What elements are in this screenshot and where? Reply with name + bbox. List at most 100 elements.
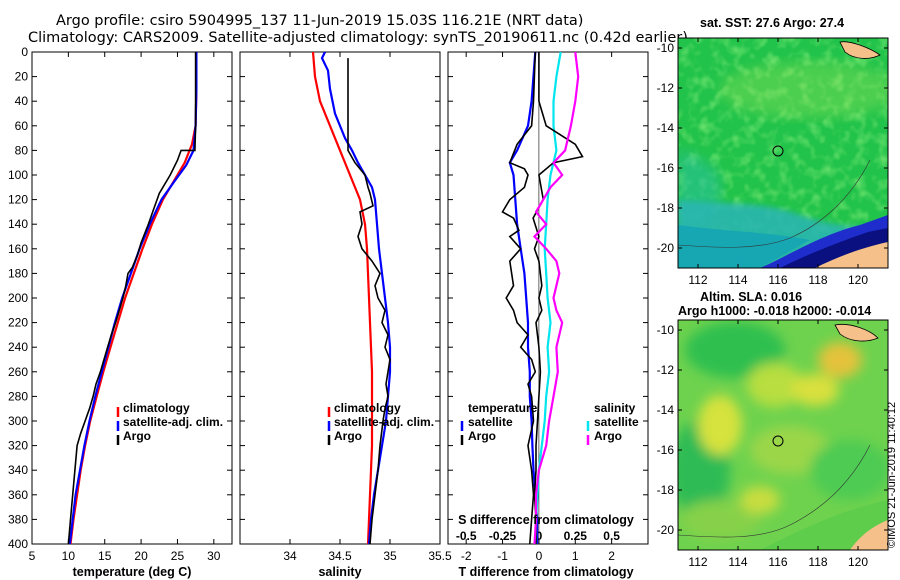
x-tick-label: -2 — [461, 549, 472, 563]
y-tick-label: 40 — [15, 94, 29, 108]
legend-argo: Argo — [123, 429, 151, 443]
map-y-tick-label: -14 — [657, 403, 675, 417]
map-x-tick-label: 112 — [688, 273, 707, 287]
x-tick-label: 2 — [608, 549, 615, 563]
map-y-tick-label: -16 — [657, 161, 675, 175]
difference-panel: -2 -1 0 1 2-0.5 -0.25 0 0.25 0.5 T difference fr… — [447, 51, 649, 579]
y-tick-label: 160 — [8, 242, 28, 256]
s-diff-tick-label: -0.5 — [456, 529, 477, 543]
map-y-tick-label: -14 — [657, 121, 675, 135]
map-x-tick-label: 120 — [848, 555, 868, 569]
s-diff-tick-label: -0.25 — [489, 529, 517, 543]
credit-stamp: ©IMOS 21-Jun-2019 11:40:12 — [886, 402, 898, 548]
y-tick-label: 80 — [15, 143, 29, 157]
x-tick-label: 15 — [98, 549, 112, 563]
map-x-tick-label: 112 — [688, 555, 707, 569]
s-diff-xlabel: S difference from climatology — [458, 513, 634, 527]
y-tick-label: 320 — [8, 439, 28, 453]
title-line-2: Climatology: CARS2009. Satellite-adjuste… — [28, 30, 688, 46]
sst-map: sat. SST: 27.6 Argo: 27.4 112 114 116 118 12… — [657, 16, 889, 287]
legend-argo-2: Argo — [334, 429, 362, 443]
y-tick-label: 380 — [8, 512, 28, 526]
x-tick-label: 20 — [134, 549, 148, 563]
temperature-legend: climatology satellite-adj. clim. Argo — [116, 401, 223, 445]
y-tick-label: 180 — [8, 266, 28, 280]
y-tick-label: 260 — [8, 365, 28, 379]
series-salinity-climatology — [532, 51, 580, 545]
salinity-legend: climatology satellite-adj. clim. Argo — [327, 401, 434, 445]
y-tick-label: 280 — [8, 389, 28, 403]
s-diff-tick-label: 0.5 — [603, 529, 620, 543]
y-tick-label: 140 — [8, 217, 28, 231]
legend-t-argo: Argo — [468, 429, 496, 443]
series-argo — [67, 52, 197, 545]
x-tick-label: 1 — [572, 549, 579, 563]
series-temperature-argo — [501, 51, 537, 545]
map-y-tick-label: -20 — [657, 523, 675, 537]
salinity-xlabel: salinity — [318, 565, 361, 579]
map-y-tick-label: -10 — [657, 41, 675, 55]
series-temperature-satellite — [508, 51, 539, 544]
salinity-diff-legend: salinity satellite Argo — [586, 401, 639, 445]
y-tick-label: 120 — [8, 193, 28, 207]
sla-map-title-2: Argo h1000: -0.018 h2000: -0.014 — [678, 304, 871, 318]
map-x-tick-label: 120 — [848, 273, 868, 287]
sst-map-title: sat. SST: 27.6 Argo: 27.4 — [700, 16, 844, 30]
x-tick-label: 5 — [29, 549, 36, 563]
map-x-tick-label: 116 — [768, 555, 787, 569]
series-salinity-argo — [532, 52, 584, 544]
x-tick-label: 35 — [383, 549, 397, 563]
series-argo — [347, 58, 391, 545]
map-y-tick-label: -12 — [657, 81, 675, 95]
y-tick-label: 400 — [8, 537, 28, 551]
t-diff-xlabel: T difference from climatology — [458, 565, 633, 579]
y-tick-label: 60 — [15, 119, 29, 133]
legend-climatology-2: climatology — [334, 401, 401, 415]
x-tick-label: 34.5 — [328, 549, 352, 563]
y-tick-label: 100 — [8, 168, 28, 182]
legend-satellite: satellite-adj. clim. — [123, 415, 223, 429]
y-tick-label: 300 — [8, 414, 28, 428]
temperature-panel: 0 20 40 60 80 100 120 140 160 180 200 220 240 260 280 3… — [8, 45, 233, 579]
map-x-tick-label: 116 — [768, 273, 787, 287]
y-tick-label: 200 — [8, 291, 28, 305]
series-climatology — [311, 51, 374, 545]
legend-s-argo: Argo — [594, 429, 622, 443]
legend-s-satellite: satellite — [594, 415, 639, 429]
legend-satellite-2: satellite-adj. clim. — [334, 415, 434, 429]
map-x-tick-label: 118 — [808, 555, 827, 569]
y-tick-label: 360 — [8, 488, 28, 502]
title-line-1: Argo profile: csiro 5904995_137 11-Jun-2… — [56, 13, 583, 29]
legend-climatology: climatology — [123, 401, 190, 415]
map-y-tick-label: -16 — [657, 443, 675, 457]
map-y-tick-label: -12 — [657, 363, 675, 377]
y-tick-label: 240 — [8, 340, 28, 354]
legend-salinity: salinity — [594, 401, 636, 415]
map-y-tick-label: -20 — [657, 241, 675, 255]
x-tick-label: 0 — [536, 549, 543, 563]
series-satellite-adj-clim- — [320, 51, 392, 545]
x-tick-label: 10 — [62, 549, 76, 563]
temperature-xlabel: temperature (deg C) — [73, 565, 192, 579]
x-tick-label: 30 — [207, 549, 221, 563]
temperature-diff-legend: temperature satellite Argo — [460, 401, 538, 445]
legend-temperature: temperature — [468, 401, 538, 415]
series-salinity-satellite — [534, 51, 562, 544]
map-x-tick-label: 114 — [728, 273, 747, 287]
y-tick-label: 20 — [15, 70, 29, 84]
y-tick-label: 220 — [8, 316, 28, 330]
x-tick-label: 34 — [283, 549, 297, 563]
y-tick-label: 340 — [8, 463, 28, 477]
sla-map-title-1: Altim. SLA: 0.016 — [700, 290, 802, 304]
map-y-tick-label: -18 — [657, 483, 675, 497]
x-tick-label: 25 — [171, 549, 185, 563]
legend-t-satellite: satellite — [468, 415, 513, 429]
map-y-tick-label: -18 — [657, 201, 675, 215]
salinity-panel: 34 34.5 35 35.5 salinity climatology satell… — [239, 51, 452, 579]
s-diff-tick-label: 0.25 — [564, 529, 588, 543]
y-tick-label: 0 — [21, 45, 28, 59]
map-x-tick-label: 118 — [808, 273, 827, 287]
x-tick-label: 35.5 — [428, 549, 452, 563]
map-y-tick-label: -10 — [657, 323, 675, 337]
